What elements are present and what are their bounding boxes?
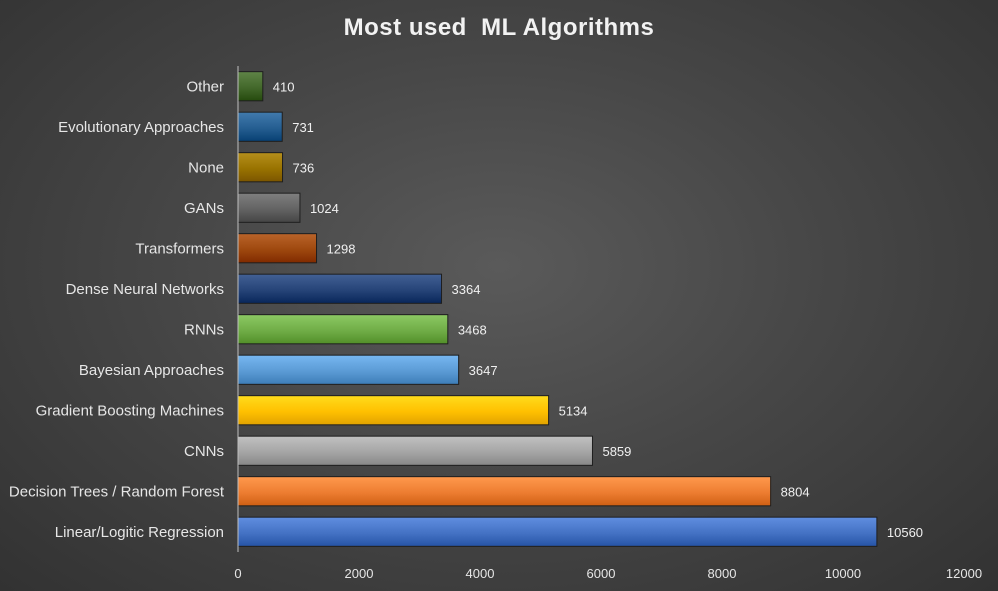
bar-rnns bbox=[237, 314, 449, 345]
category-label: Bayesian Approaches bbox=[79, 362, 224, 379]
category-label: Linear/Logitic Regression bbox=[55, 524, 224, 541]
x-tick-label: 0 bbox=[234, 566, 241, 581]
bar-transformers bbox=[237, 233, 318, 264]
category-label: Decision Trees / Random Forest bbox=[9, 483, 225, 500]
category-label: Evolutionary Approaches bbox=[58, 119, 224, 136]
data-label: 3647 bbox=[469, 363, 498, 378]
bar-cnns bbox=[237, 435, 593, 466]
data-label: 5859 bbox=[602, 444, 631, 459]
category-label: None bbox=[188, 159, 224, 176]
bar-decision-trees-random-forest bbox=[237, 476, 772, 507]
x-tick-label: 8000 bbox=[708, 566, 737, 581]
bar-none bbox=[237, 152, 284, 183]
data-label: 10560 bbox=[887, 525, 923, 540]
data-label: 736 bbox=[293, 160, 315, 175]
bar-gradient-boosting-machines bbox=[237, 395, 550, 426]
data-label: 8804 bbox=[781, 484, 810, 499]
x-tick-label: 6000 bbox=[587, 566, 616, 581]
x-tick-label: 4000 bbox=[466, 566, 495, 581]
data-label: 1298 bbox=[327, 241, 356, 256]
chart-title: Most used ML Algorithms bbox=[343, 14, 655, 41]
bar-linear-logitic-regression bbox=[237, 516, 878, 547]
bar-evolutionary-approaches bbox=[237, 111, 283, 142]
category-label: Dense Neural Networks bbox=[66, 281, 224, 298]
bar-other bbox=[237, 71, 264, 102]
data-label: 1024 bbox=[310, 201, 339, 216]
data-label: 3364 bbox=[452, 282, 481, 297]
category-label: Transformers bbox=[135, 240, 224, 257]
bar-dense-neural-networks bbox=[237, 273, 443, 304]
category-label: RNNs bbox=[184, 321, 224, 338]
x-tick-label: 12000 bbox=[946, 566, 982, 581]
data-label: 3468 bbox=[458, 322, 487, 337]
data-label: 410 bbox=[273, 79, 295, 94]
category-label: CNNs bbox=[184, 443, 224, 460]
data-label: 731 bbox=[292, 120, 314, 135]
data-label: 5134 bbox=[559, 403, 588, 418]
bar-bayesian-approaches bbox=[237, 354, 460, 385]
category-label: Gradient Boosting Machines bbox=[36, 402, 224, 419]
category-label: Other bbox=[186, 78, 224, 95]
x-tick-label: 2000 bbox=[345, 566, 374, 581]
category-label: GANs bbox=[184, 200, 224, 217]
x-tick-label: 10000 bbox=[825, 566, 861, 581]
bar-gans bbox=[237, 192, 301, 223]
